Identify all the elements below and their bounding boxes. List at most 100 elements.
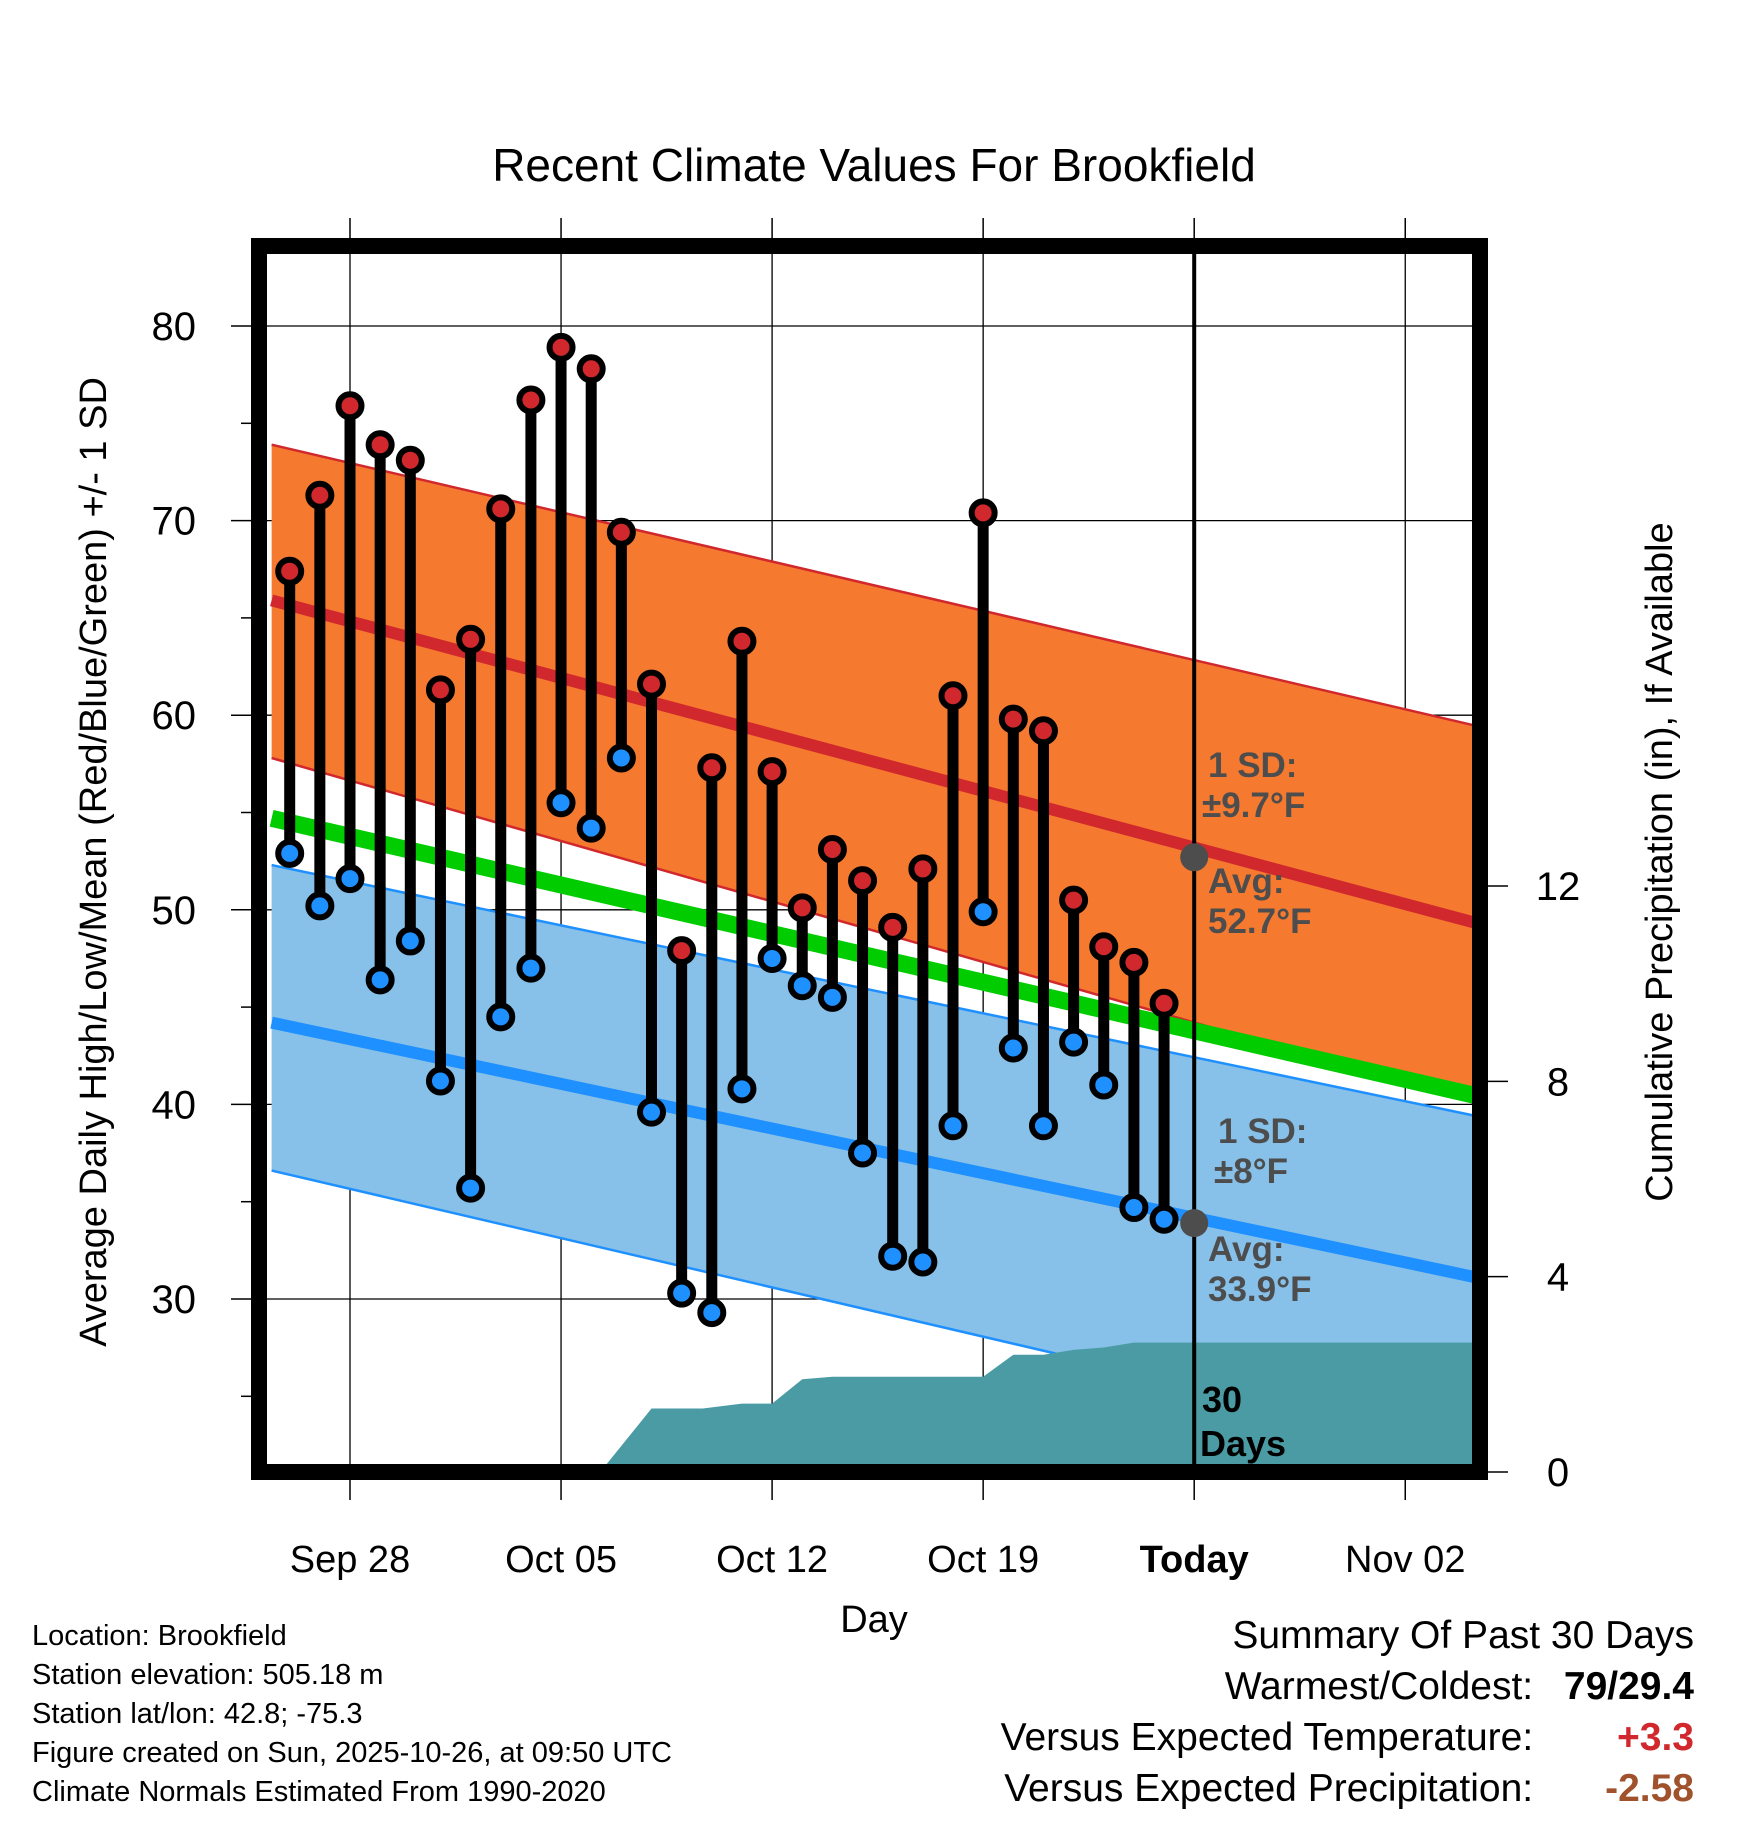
high-point	[275, 556, 305, 586]
today-low-avg-marker	[1180, 1209, 1209, 1238]
y-tick-label: 50	[152, 889, 197, 933]
high-point	[878, 912, 908, 942]
high-point	[1149, 988, 1179, 1018]
high-point	[395, 445, 425, 475]
today-high-avg-marker	[1180, 843, 1209, 872]
high-point	[576, 354, 606, 384]
y-tick-label: 40	[152, 1083, 197, 1127]
low-point	[908, 1247, 938, 1277]
high-point	[1119, 947, 1149, 977]
info-location: Location: Brookfield	[32, 1620, 287, 1652]
high-point	[516, 385, 546, 415]
high-point	[938, 681, 968, 711]
high-point	[365, 430, 395, 460]
summary-precip-row: Versus Expected Precipitation: -2.58	[1001, 1763, 1694, 1814]
low-point	[1149, 1204, 1179, 1234]
axes: 30 40 50 60 70 80 0 4 8 12 Sep 28 Oct 05 Oct 12 Oct 1…	[152, 218, 1580, 1581]
high-point	[998, 704, 1028, 734]
low-point	[486, 1002, 516, 1032]
high-normal-line	[270, 594, 1480, 931]
high-point	[606, 517, 636, 547]
info-created: Figure created on Sun, 2025-10-26, at 09…	[32, 1737, 672, 1769]
high-sd-band-upper-edge	[271, 443, 1480, 729]
low-point	[1059, 1027, 1089, 1057]
low-point	[576, 813, 606, 843]
high-point	[817, 834, 847, 864]
low-point	[305, 891, 335, 921]
low-point	[878, 1241, 908, 1271]
high-point	[757, 757, 787, 787]
x-tick-label: Nov 02	[1345, 1539, 1465, 1581]
high-avg-label: Avg:	[1208, 862, 1284, 901]
summary-warmest-row: Warmest/Coldest: 79/29.4	[1001, 1661, 1694, 1712]
low-point	[275, 838, 305, 868]
low-point	[697, 1298, 727, 1328]
low-point	[335, 864, 365, 894]
high-point	[546, 332, 576, 362]
high-sd-band	[271, 444, 1480, 1105]
precip-label: Versus Expected Precipitation:	[1004, 1767, 1534, 1810]
low-point	[516, 953, 546, 983]
info-latlon: Station lat/lon: 42.8; -75.3	[32, 1698, 363, 1730]
high-sd-value: ±9.7°F	[1202, 786, 1305, 825]
y-tick-label: 70	[152, 500, 197, 544]
low-point	[667, 1278, 697, 1308]
low-point	[938, 1111, 968, 1141]
temp-label: Versus Expected Temperature:	[1000, 1716, 1534, 1759]
x-tick-label: Oct 05	[505, 1539, 617, 1581]
low-point	[1119, 1193, 1149, 1223]
low-point	[727, 1074, 757, 1104]
x-axis-label: Day	[840, 1599, 908, 1641]
plot-frame	[251, 238, 1488, 1480]
high-sd-label: 1 SD:	[1208, 746, 1297, 785]
high-point	[486, 494, 516, 524]
warmest-value: 79/29.4	[1563, 1665, 1694, 1708]
summary-title: Summary Of Past 30 Days	[1232, 1614, 1694, 1657]
window-label-unit: Days	[1200, 1423, 1286, 1464]
y2-tick-label: 8	[1547, 1060, 1569, 1104]
high-point	[305, 480, 335, 510]
high-point	[456, 624, 486, 654]
x-tick-label: Oct 12	[716, 1539, 828, 1581]
warmest-label: Warmest/Coldest:	[1224, 1665, 1534, 1708]
high-point	[1089, 932, 1119, 962]
high-point	[1028, 716, 1058, 746]
low-point	[456, 1173, 486, 1203]
low-point	[425, 1066, 455, 1096]
high-point	[727, 626, 757, 656]
precipitation-area	[600, 1342, 1480, 1472]
low-sd-label: 1 SD:	[1218, 1112, 1307, 1151]
high-point	[667, 936, 697, 966]
chart-title: Recent Climate Values For Brookfield	[492, 139, 1256, 191]
station-info: Location: Brookfield Station elevation: …	[32, 1617, 672, 1812]
precip-area	[600, 1342, 1480, 1472]
low-point	[546, 788, 576, 818]
low-point	[968, 897, 998, 927]
y-axis-label: Average Daily High/Low/Mean (Red/Blue/Gr…	[73, 377, 115, 1347]
low-point	[637, 1097, 666, 1127]
low-point	[1089, 1070, 1119, 1100]
low-point	[817, 982, 847, 1012]
window-label-number: 30	[1202, 1379, 1242, 1420]
x-tick-label: Sep 28	[290, 1539, 410, 1581]
high-point	[787, 893, 817, 923]
low-point	[1028, 1111, 1058, 1141]
low-point	[365, 965, 395, 995]
daily-marks	[275, 332, 1179, 1328]
high-point	[1059, 885, 1089, 915]
y-tick-label: 30	[152, 1278, 197, 1322]
low-point	[787, 971, 817, 1001]
temp-value: +3.3	[1617, 1716, 1694, 1759]
info-normals: Climate Normals Estimated From 1990-2020	[32, 1776, 606, 1808]
y2-tick-label: 0	[1547, 1451, 1569, 1495]
high-point	[637, 669, 666, 699]
y2-axis-label: Cumulative Precipitation (in), If Availa…	[1639, 522, 1681, 1201]
high-point	[848, 866, 878, 896]
low-sd-value: ±8°F	[1214, 1152, 1288, 1191]
low-avg-value: 33.9°F	[1208, 1270, 1312, 1309]
high-point	[335, 391, 365, 421]
high-avg-value: 52.7°F	[1208, 902, 1312, 941]
low-point	[395, 926, 425, 956]
